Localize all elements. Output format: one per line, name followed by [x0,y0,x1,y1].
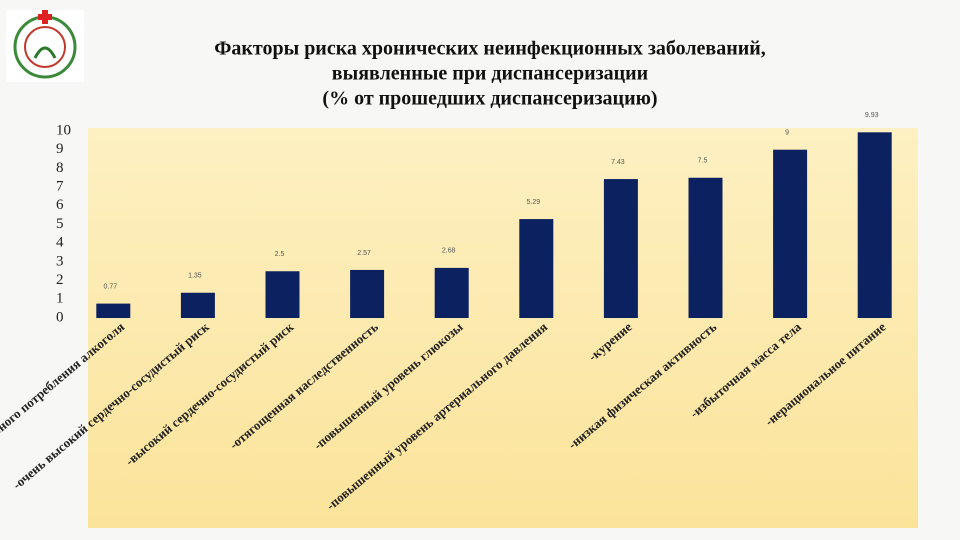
y-tick-label: 6 [56,197,64,213]
y-tick-label: 10 [56,122,71,138]
bar [96,303,131,318]
y-tick-label: 0 [56,309,64,325]
bar [857,132,892,318]
bar [265,271,300,318]
y-tick-label: 7 [56,179,64,195]
value-label: 5.29 [526,199,540,206]
value-label: 7.43 [611,159,625,166]
chart-title: выявленные при диспансеризации [332,63,648,85]
bar [180,292,215,318]
y-tick-label: 1 [56,291,64,307]
y-tick-label: 9 [56,141,64,157]
y-tick-label: 3 [56,253,64,269]
bar [773,149,808,318]
bar [350,269,385,318]
bar [688,177,723,318]
bar [603,179,638,318]
y-tick-label: 5 [56,216,64,232]
logo [6,10,84,82]
chart-title: (% от прошедших диспансеризацию) [322,88,657,110]
y-tick-label: 8 [56,160,64,176]
value-label: 9.93 [865,112,879,119]
value-label: 2.57 [357,250,371,257]
bar [434,267,469,318]
value-label: 2.5 [275,251,285,258]
value-label: 2.68 [442,248,456,255]
value-label: 0.77 [103,283,117,290]
value-label: 7.5 [698,158,708,165]
bar [519,219,554,318]
value-label: 1.35 [188,273,202,280]
chart-title: Факторы риска хронических неинфекционных… [214,38,766,60]
value-label: 9 [785,130,789,137]
y-tick-label: 4 [56,235,64,251]
y-tick-label: 2 [56,272,64,288]
